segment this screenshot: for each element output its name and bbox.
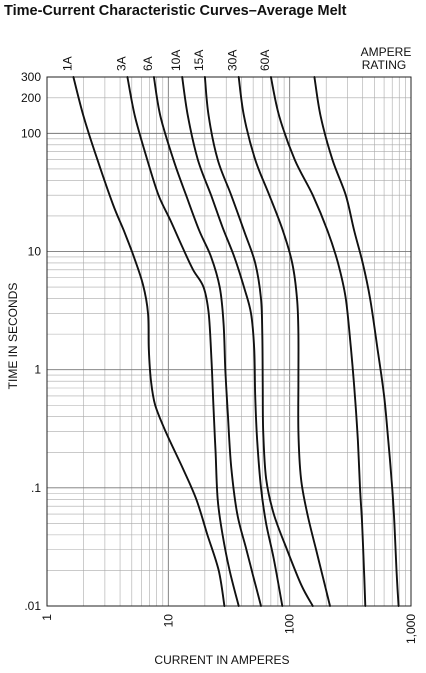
chart-title: Time-Current Characteristic Curves–Avera…: [4, 3, 347, 19]
legend-title-line-2: RATING: [362, 58, 406, 72]
curve-label-3a: 3A: [114, 56, 128, 71]
y-tick-label: .01: [24, 599, 41, 613]
curves: [72, 76, 400, 607]
y-tick-label: 1: [34, 363, 41, 377]
legend-title-line-1: AMPERE: [361, 45, 412, 59]
labels: 1A 3A 6A 10A 15A 30A 60A 1 10 100 1,000 300 200 100 10…: [21, 50, 418, 644]
curve-3a: [126, 76, 240, 607]
curve-10a: [181, 76, 284, 607]
curve-label-10a: 10A: [169, 50, 183, 71]
y-tick-label: 200: [21, 91, 41, 105]
x-tick-label: 1: [40, 614, 54, 621]
x-tick-label: 1,000: [404, 614, 418, 644]
curve-label-60a: 60A: [258, 50, 272, 71]
curve-label-1a: 1A: [60, 56, 74, 71]
curve-label-15a: 15A: [192, 50, 206, 71]
y-tick-label: 10: [28, 245, 42, 259]
curve-1a: [72, 76, 226, 607]
curve-label-6a: 6A: [141, 56, 155, 71]
y-axis-label: TIME IN SECONDS: [6, 283, 20, 390]
x-axis-label: CURRENT IN AMPERES: [154, 653, 289, 667]
curve-series-8: [313, 76, 400, 607]
curve-30a: [237, 76, 331, 607]
y-tick-label: 300: [21, 70, 41, 84]
curve-15a: [203, 76, 314, 607]
curve-label-30a: 30A: [226, 50, 240, 71]
curve-60a: [269, 76, 367, 607]
plot-frame: [46, 76, 412, 607]
curve-6a: [152, 76, 262, 607]
x-tick-label: 10: [161, 614, 175, 628]
grid: [47, 77, 411, 606]
y-tick-label: 100: [21, 126, 41, 140]
x-tick-label: 100: [283, 614, 297, 634]
y-tick-label: .1: [31, 481, 41, 495]
